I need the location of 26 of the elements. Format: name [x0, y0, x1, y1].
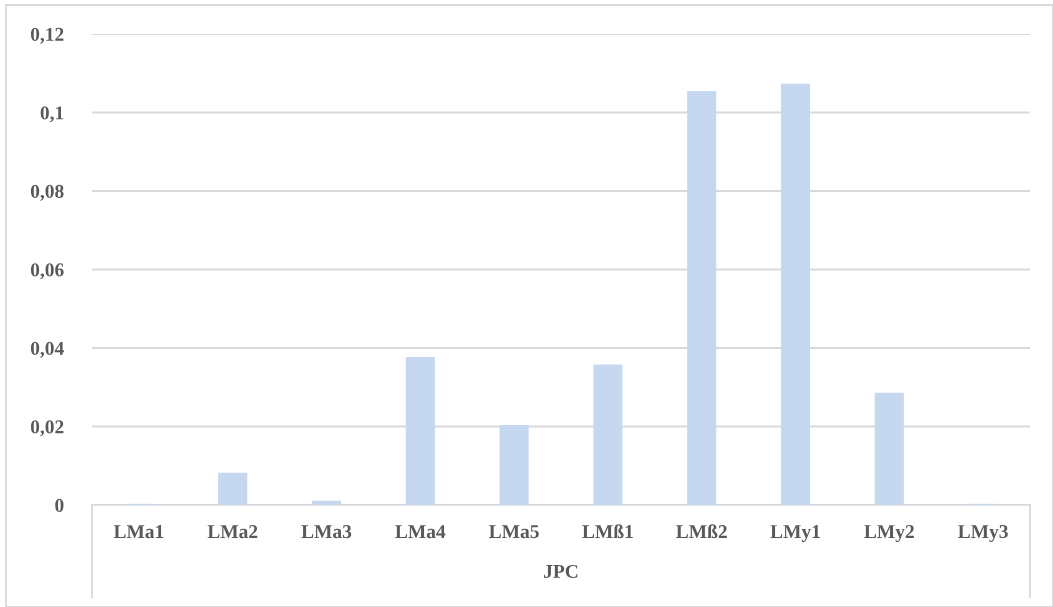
bar: [687, 90, 717, 505]
x-tick-label: LMa2: [207, 525, 258, 539]
x-axis-title: JPC: [544, 564, 578, 578]
bar: [499, 424, 529, 505]
y-tick-label: 0,08: [30, 184, 64, 201]
bar: [218, 472, 248, 505]
x-tick-label: LMß2: [676, 524, 727, 539]
x-tick-label: LMa5: [489, 525, 539, 539]
y-tick-label: 0: [55, 498, 64, 512]
bar: [311, 500, 342, 505]
y-tick-label: 0,06: [30, 263, 64, 280]
bar: [874, 392, 904, 505]
x-tick-label: LMy3: [958, 525, 1008, 543]
bar: [405, 357, 435, 505]
x-tick-label: LMy2: [864, 525, 914, 543]
y-tick-label: 0,12: [30, 27, 64, 44]
x-tick-label: LMa4: [395, 525, 446, 539]
x-tick-label: LMy1: [770, 525, 820, 543]
bar: [593, 364, 623, 505]
x-tick-label: LMß1: [582, 524, 633, 539]
y-tick-label: 0,02: [30, 420, 64, 437]
y-tick-label: 0,1: [40, 106, 64, 123]
bar: [780, 83, 811, 505]
x-tick-label: LMa1: [113, 525, 164, 539]
y-tick-label: 0,04: [30, 341, 64, 358]
x-tick-label: LMa3: [301, 525, 352, 539]
